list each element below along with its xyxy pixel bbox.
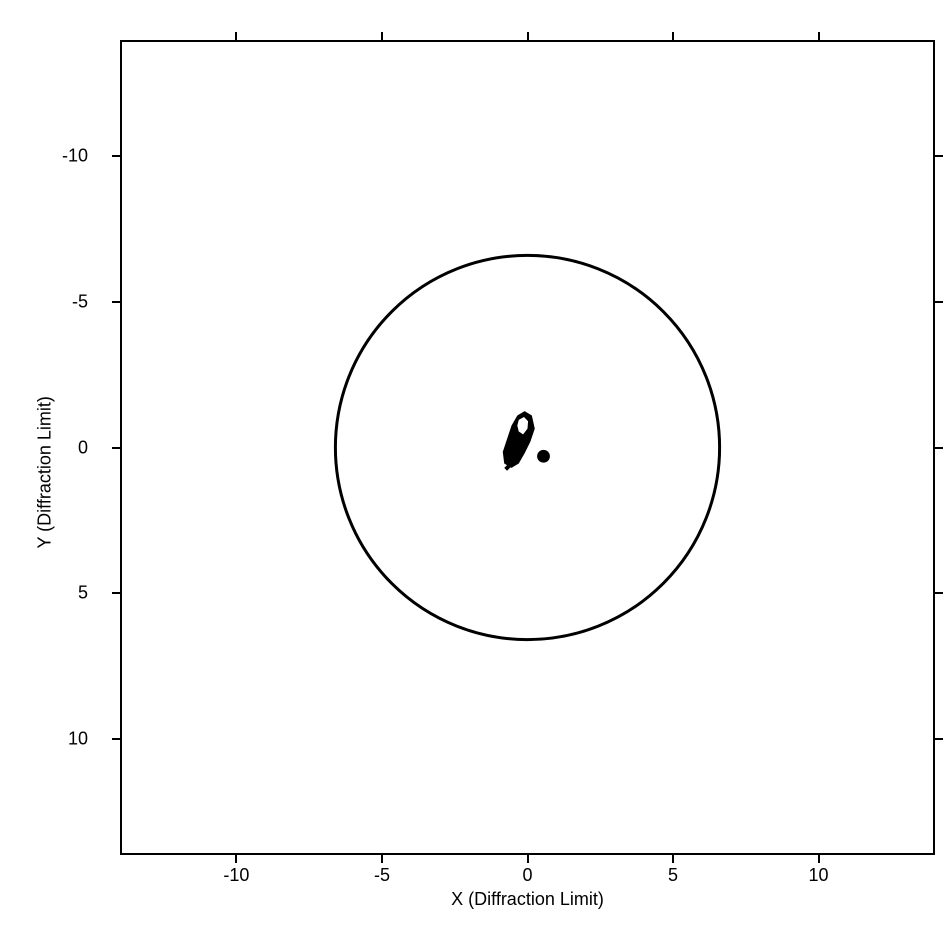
xtick-mark bbox=[818, 32, 820, 40]
ytick-mark bbox=[935, 738, 943, 740]
xtick-label: -10 bbox=[223, 865, 249, 886]
xtick-label: 10 bbox=[809, 865, 829, 886]
ytick-mark bbox=[935, 592, 943, 594]
x-axis-label: X (Diffraction Limit) bbox=[428, 889, 628, 910]
ytick-label: 10 bbox=[68, 728, 88, 749]
ytick-mark bbox=[112, 447, 120, 449]
xtick-mark bbox=[381, 855, 383, 863]
xtick-mark bbox=[527, 32, 529, 40]
xtick-label: -5 bbox=[374, 865, 390, 886]
xtick-mark bbox=[235, 32, 237, 40]
y-axis-label: Y (Diffraction Limit) bbox=[35, 348, 56, 548]
xtick-label: 0 bbox=[522, 865, 532, 886]
xtick-mark bbox=[672, 855, 674, 863]
diffraction-chart: -10 -5 0 5 10 -10 -5 0 5 10 X (Diffraction Limit… bbox=[10, 10, 942, 918]
plot-area bbox=[120, 40, 935, 855]
xtick-mark bbox=[818, 855, 820, 863]
ytick-label: -10 bbox=[62, 146, 88, 167]
ytick-mark bbox=[112, 301, 120, 303]
ytick-mark bbox=[935, 155, 943, 157]
xtick-mark bbox=[235, 855, 237, 863]
ytick-mark bbox=[112, 155, 120, 157]
ytick-mark bbox=[112, 738, 120, 740]
xtick-label: 5 bbox=[668, 865, 678, 886]
ytick-label: 0 bbox=[78, 437, 88, 458]
xtick-mark bbox=[381, 32, 383, 40]
ytick-mark bbox=[935, 447, 943, 449]
ytick-mark bbox=[112, 592, 120, 594]
ytick-mark bbox=[935, 301, 943, 303]
ytick-label: -5 bbox=[72, 291, 88, 312]
xtick-mark bbox=[527, 855, 529, 863]
xtick-mark bbox=[672, 32, 674, 40]
ytick-label: 5 bbox=[78, 583, 88, 604]
